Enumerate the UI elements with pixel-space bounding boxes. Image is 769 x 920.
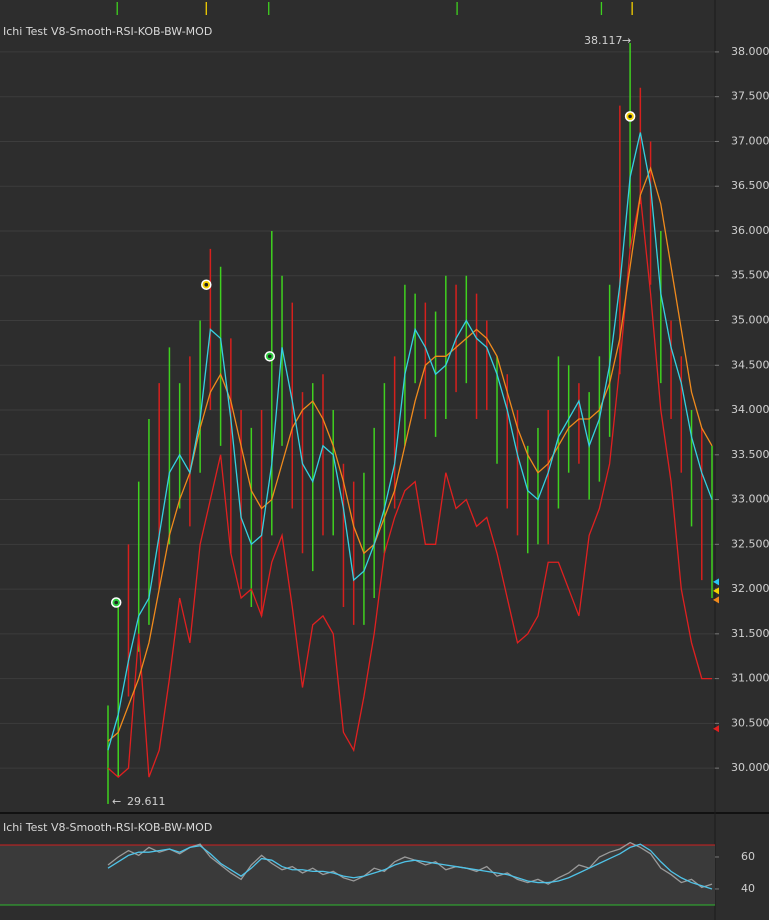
y-tick-label: 34.500 [731, 358, 769, 371]
y-tick-label: 38.000 [731, 45, 769, 58]
y-tick-label: 37.000 [731, 134, 769, 147]
y-tick-label: 32.500 [731, 537, 769, 550]
oscillator-line [107, 841, 713, 889]
signal-dot [204, 282, 209, 287]
signal-dot [114, 600, 118, 605]
low-annotation: 29.611 [127, 795, 166, 808]
arrow: → [622, 34, 631, 47]
y-tick-label: 31.000 [731, 672, 769, 685]
y-tick-label: 31.500 [731, 627, 769, 640]
y-tick-label: 33.000 [731, 493, 769, 506]
oscillator-line [107, 843, 713, 890]
y-tick-label: 37.500 [731, 90, 769, 103]
level-band [0, 844, 715, 905]
price-marker [713, 725, 719, 733]
lower-pane: 40 60 [0, 841, 755, 906]
high-annotation: 38.117 [584, 34, 623, 47]
pane-separator [0, 812, 769, 814]
y-tick-label: 35.500 [731, 269, 769, 282]
y-tick-label: 30.000 [731, 761, 769, 774]
main-pane: 30.000 30.500 31.000 31.500 32.000 32.500 33.0… [0, 2, 769, 804]
price-marker [713, 587, 719, 595]
y-tick-label: 32.000 [731, 582, 769, 595]
indicator-line [107, 166, 713, 742]
y-tick-label: 30.500 [731, 716, 769, 729]
y-tick-label: 36.500 [731, 179, 769, 192]
signal-dot [628, 114, 632, 119]
price-marker [713, 596, 719, 604]
price-marker [713, 578, 719, 586]
arrow: ← [112, 795, 121, 808]
indicator-line [107, 195, 712, 778]
chart-title: Ichi Test V8-Smooth-RSI-KOB-BW-MOD [3, 25, 212, 38]
signal-dot [267, 354, 272, 359]
y-tick-label: 35.000 [731, 314, 769, 327]
y-tick-label: 34.000 [731, 403, 769, 416]
y-tick-label: 60 [741, 850, 755, 863]
indicator-line [107, 132, 713, 751]
chart-title: Ichi Test V8-Smooth-RSI-KOB-BW-MOD [3, 821, 212, 834]
y-tick-label: 40 [741, 882, 755, 895]
y-tick-label: 36.000 [731, 224, 769, 237]
y-tick-label: 33.500 [731, 448, 769, 461]
